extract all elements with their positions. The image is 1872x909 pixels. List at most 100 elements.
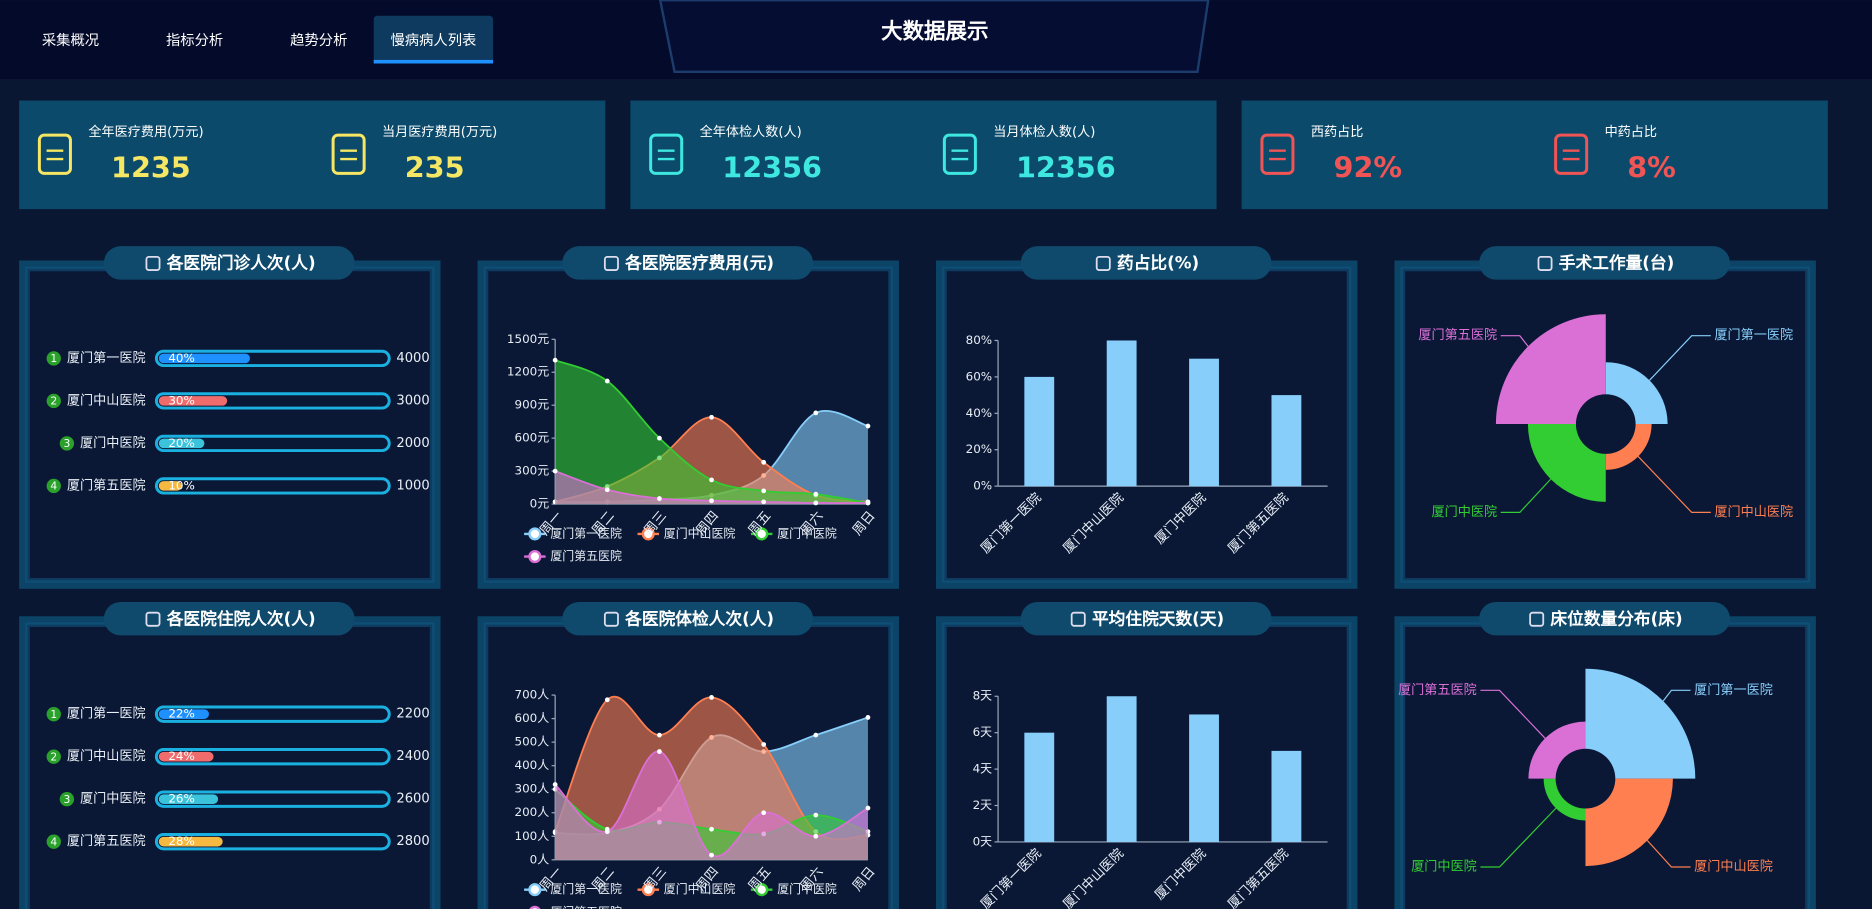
hospital-name: 厦门中山医院: [67, 392, 146, 408]
title-pill: [562, 601, 814, 636]
y-tick-label: 20%: [966, 442, 993, 456]
data-point: [761, 459, 767, 465]
title-pill: [103, 601, 355, 636]
data-point: [813, 833, 819, 839]
stat-panel: [630, 100, 1217, 210]
title-pill: [103, 246, 355, 280]
rank-badge: [46, 478, 61, 494]
stat-value: 12356: [1016, 151, 1116, 185]
rank-badge: [46, 707, 61, 722]
y-tick-label: 2天: [973, 798, 993, 812]
panel-title: 床位数量分布(床): [1550, 608, 1682, 628]
rank-badge: [46, 749, 61, 764]
title-icon: [1537, 256, 1553, 271]
stat-label: 当月医疗费用(万元): [382, 124, 497, 140]
data-point: [813, 812, 819, 818]
label-leader: [1480, 689, 1546, 739]
progress-label: 40%: [168, 351, 195, 365]
hospital-name: 厦门中山医院: [67, 748, 146, 764]
title-pill: [1479, 601, 1730, 636]
label-leader: [1480, 807, 1557, 868]
data-point: [604, 697, 610, 703]
rank-number: 3: [63, 437, 70, 450]
y-tick-label: 0元: [530, 497, 550, 511]
data-point: [604, 378, 610, 384]
bar: [1024, 732, 1055, 842]
progress-track: [154, 705, 391, 723]
stat-label: 全年体检人数(人): [700, 123, 802, 140]
stat-value: 235: [405, 151, 465, 185]
rose-sector: [1605, 362, 1668, 425]
data-point: [709, 477, 714, 483]
rose-label: 厦门第一医院: [1714, 326, 1793, 343]
rose-sector: [1495, 314, 1606, 425]
hospital-name: 厦门第五医院: [67, 832, 146, 849]
data-point: [761, 488, 767, 494]
hospital-name: 厦门中医院: [80, 791, 146, 807]
progress-bar: [158, 481, 182, 491]
progress-bar: [158, 794, 219, 804]
data-point: [604, 487, 610, 493]
y-tick-label: 900元: [514, 398, 549, 412]
active-tab: [373, 15, 494, 64]
progress-bar: [158, 836, 223, 847]
legend-label: 厦门第一医院: [550, 882, 622, 896]
rose-sector: [1585, 778, 1673, 867]
hospital-name: 厦门第一医院: [67, 705, 146, 722]
panel-body: [25, 266, 435, 583]
progress-label: 10%: [168, 478, 195, 492]
total-value: 2400: [396, 749, 429, 764]
active-tab-underline: [373, 59, 494, 64]
hospital-name: 厦门第五医院: [67, 476, 146, 493]
legend-marker: [641, 883, 655, 897]
bar: [1189, 714, 1219, 842]
legend-marker: [641, 527, 655, 541]
rank-number: 2: [50, 750, 57, 763]
rose-label: 厦门第一医院: [1694, 681, 1773, 698]
stat-value: 92%: [1334, 151, 1403, 185]
data-point: [761, 742, 767, 747]
data-point: [552, 357, 558, 363]
legend-label: 厦门中山医院: [664, 882, 736, 896]
stat-icon: [1554, 133, 1589, 175]
rose-label: 厦门第五医院: [1398, 681, 1477, 698]
rose-label: 厦门中医院: [1411, 858, 1477, 874]
progress-track: [154, 477, 391, 495]
rose-label: 厦门中山医院: [1694, 858, 1773, 874]
stat-value: 1235: [111, 151, 191, 185]
progress-label: 30%: [168, 393, 195, 407]
nav-item[interactable]: 指标分析: [166, 32, 223, 49]
nav-item[interactable]: 慢病病人列表: [390, 32, 476, 49]
nav-item[interactable]: 采集概况: [42, 32, 99, 49]
stat-icon: [37, 133, 72, 175]
progress-bar: [158, 709, 209, 719]
y-tick-label: 400人: [514, 758, 549, 772]
rank-badge: [46, 834, 61, 849]
rank-number: 4: [50, 479, 57, 492]
title-icon: [145, 256, 161, 271]
legend-marker: [755, 883, 769, 897]
label-leader: [1662, 689, 1691, 702]
title-icon: [603, 256, 619, 271]
bar: [1271, 750, 1302, 842]
y-tick-label: 60%: [966, 369, 993, 383]
title-icon: [1095, 256, 1111, 271]
data-point: [813, 410, 819, 416]
legend-label: 厦门第五医院: [550, 905, 622, 909]
progress-label: 20%: [168, 436, 195, 450]
y-tick-label: 8天: [973, 689, 993, 703]
rose-sector: [1527, 424, 1606, 502]
nav-item[interactable]: 趋势分析: [290, 32, 347, 49]
stat-panel: [1241, 100, 1828, 210]
panel-title: 各医院医疗费用(元): [624, 253, 774, 273]
panel-title: 平均住院天数(天): [1092, 608, 1224, 628]
progress-bar: [158, 751, 214, 762]
data-point: [709, 826, 714, 832]
progress-label: 22%: [168, 707, 195, 721]
legend-marker: [529, 905, 541, 909]
stat-label: 西药占比: [1311, 124, 1364, 140]
y-tick-label: 300人: [514, 782, 549, 796]
title-pill: [1479, 246, 1730, 280]
y-tick-label: 200人: [514, 805, 549, 819]
